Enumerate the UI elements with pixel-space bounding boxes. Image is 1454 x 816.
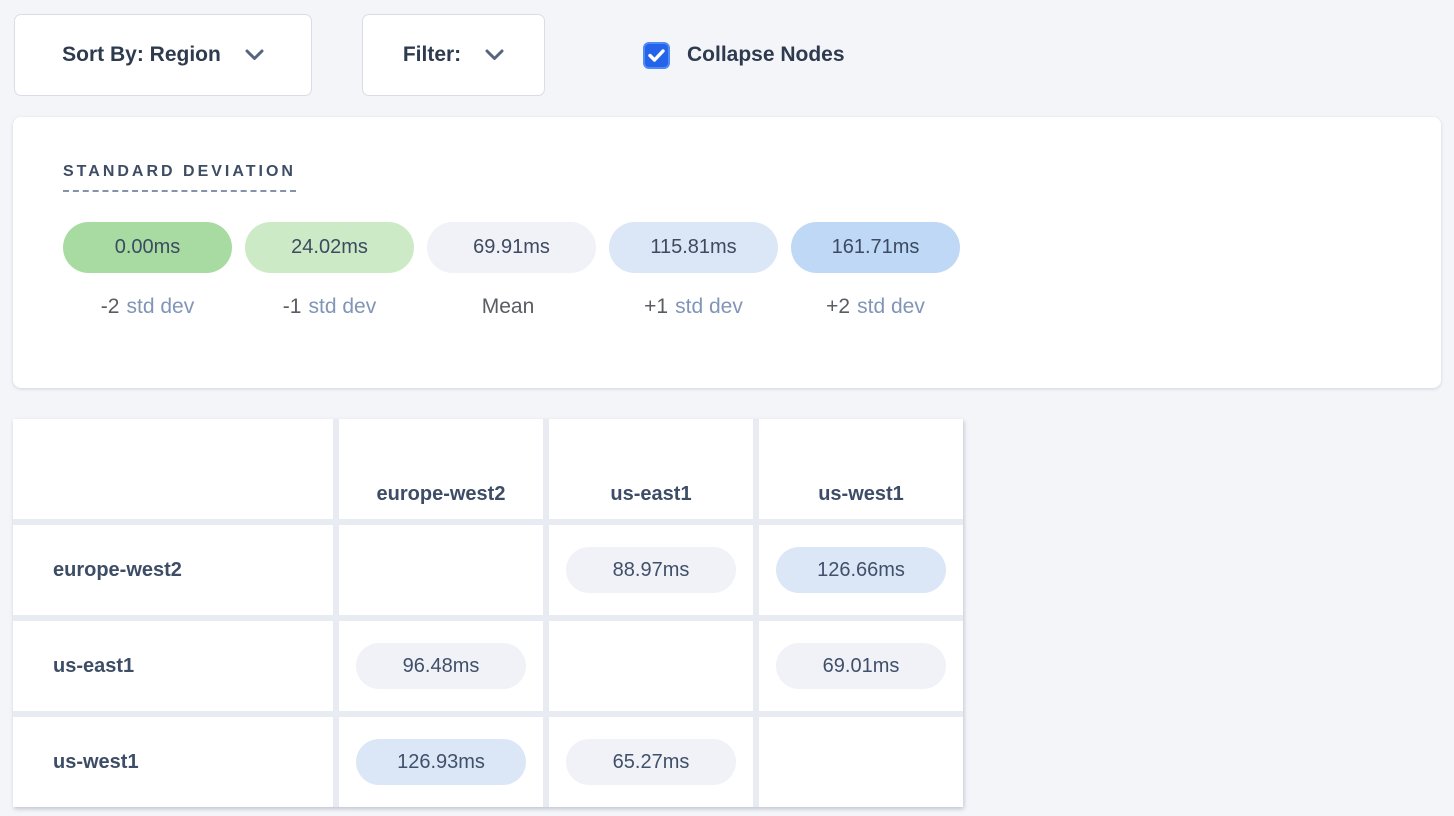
legend-label: Mean bbox=[481, 295, 535, 318]
matrix-cell: 88.97ms bbox=[549, 525, 753, 615]
check-icon bbox=[648, 48, 665, 62]
legend-item: 0.00ms -2 std dev bbox=[63, 222, 232, 319]
toolbar: Sort By: Region Filter: Collapse Nodes bbox=[0, 0, 1454, 96]
legend-item: 69.91ms Mean bbox=[427, 222, 596, 319]
chevron-down-icon bbox=[245, 49, 264, 60]
matrix-cell: 96.48ms bbox=[339, 621, 543, 711]
legend-title: STANDARD DEVIATION bbox=[63, 163, 296, 192]
matrix-cell: 126.66ms bbox=[759, 525, 963, 615]
legend-item: 24.02ms -1 std dev bbox=[245, 222, 414, 319]
latency-pill: 88.97ms bbox=[566, 547, 736, 593]
matrix-cell bbox=[339, 525, 543, 615]
filter-dropdown[interactable]: Filter: bbox=[362, 14, 545, 96]
matrix-cell: 69.01ms bbox=[759, 621, 963, 711]
matrix-cell bbox=[549, 621, 753, 711]
latency-pill: 126.66ms bbox=[776, 547, 946, 593]
legend-label: +2 std dev bbox=[826, 295, 925, 318]
filter-label: Filter: bbox=[402, 43, 462, 66]
latency-pill: 126.93ms bbox=[356, 739, 526, 785]
matrix-cell: 126.93ms bbox=[339, 717, 543, 807]
legend-label: +1 std dev bbox=[644, 295, 743, 318]
standard-deviation-card: STANDARD DEVIATION 0.00ms -2 std dev 24.0… bbox=[13, 117, 1441, 388]
latency-pill: 96.48ms bbox=[356, 643, 526, 689]
latency-pill: 69.01ms bbox=[776, 643, 946, 689]
legend-item: 161.71ms +2 std dev bbox=[791, 222, 960, 319]
sort-by-dropdown[interactable]: Sort By: Region bbox=[14, 14, 312, 96]
row-header-europe-west2: europe-west2 bbox=[13, 525, 333, 615]
legend-items: 0.00ms -2 std dev 24.02ms -1 std dev 69.91… bbox=[63, 222, 1441, 319]
legend-pill: 69.91ms bbox=[427, 222, 596, 273]
matrix-cell bbox=[759, 717, 963, 807]
collapse-nodes-label[interactable]: Collapse Nodes bbox=[687, 43, 845, 66]
legend-pill: 24.02ms bbox=[245, 222, 414, 273]
row-header-us-west1: us-west1 bbox=[13, 717, 333, 807]
sort-by-label: Sort By: Region bbox=[62, 43, 221, 66]
collapse-nodes-control: Collapse Nodes bbox=[643, 14, 845, 96]
legend-pill: 0.00ms bbox=[63, 222, 232, 273]
column-header-europe-west2: europe-west2 bbox=[339, 419, 543, 519]
legend-pill: 161.71ms bbox=[791, 222, 960, 273]
chevron-down-icon bbox=[485, 49, 504, 60]
matrix-cell: 65.27ms bbox=[549, 717, 753, 807]
latency-pill: 65.27ms bbox=[566, 739, 736, 785]
legend-item: 115.81ms +1 std dev bbox=[609, 222, 778, 319]
latency-matrix: europe-west2 us-east1 us-west1 europe-we… bbox=[13, 419, 963, 807]
column-header-us-east1: us-east1 bbox=[549, 419, 753, 519]
legend-label: -2 std dev bbox=[100, 295, 195, 318]
legend-pill: 115.81ms bbox=[609, 222, 778, 273]
row-header-us-east1: us-east1 bbox=[13, 621, 333, 711]
matrix-corner-cell bbox=[13, 419, 333, 519]
column-header-us-west1: us-west1 bbox=[759, 419, 963, 519]
collapse-nodes-checkbox[interactable] bbox=[643, 41, 670, 69]
legend-label: -1 std dev bbox=[282, 295, 377, 318]
